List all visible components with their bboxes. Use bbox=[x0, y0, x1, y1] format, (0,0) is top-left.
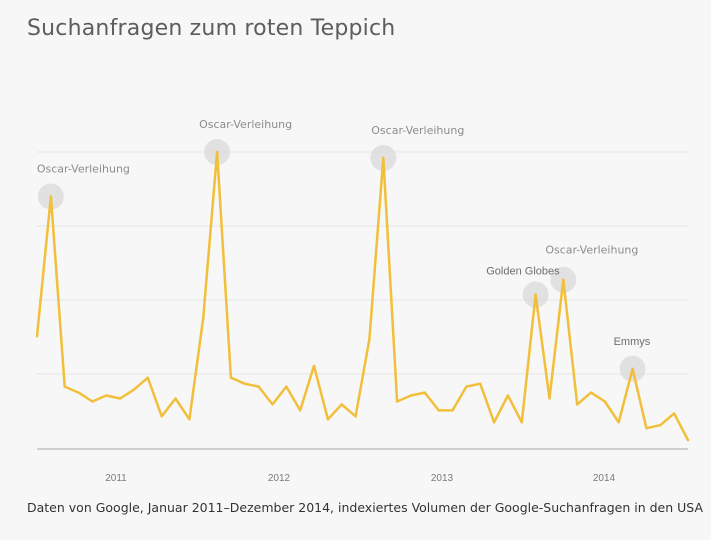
data-point bbox=[326, 418, 330, 421]
annotation-label: Emmys bbox=[614, 336, 651, 348]
data-point bbox=[312, 364, 316, 367]
data-point bbox=[91, 400, 94, 403]
data-point bbox=[202, 317, 205, 320]
data-point bbox=[257, 385, 260, 388]
data-point bbox=[465, 385, 468, 388]
data-point bbox=[215, 150, 219, 154]
x-tick-label: 2013 bbox=[431, 473, 454, 484]
annotation-label: Golden Globes bbox=[486, 266, 560, 278]
data-point bbox=[368, 337, 371, 341]
data-point bbox=[576, 403, 579, 406]
data-point bbox=[645, 427, 648, 430]
x-tick-labels: 2011 2012 2013 2014 bbox=[105, 473, 615, 484]
data-point bbox=[686, 438, 690, 442]
data-point bbox=[105, 394, 108, 397]
data-point bbox=[49, 195, 53, 198]
data-point bbox=[229, 376, 233, 379]
x-tick-label: 2014 bbox=[593, 473, 616, 484]
data-point bbox=[617, 421, 620, 424]
data-point bbox=[451, 409, 454, 412]
data-point bbox=[188, 418, 191, 421]
data-point bbox=[562, 278, 565, 281]
annotation-label: Oscar-Verleihung bbox=[199, 118, 292, 131]
data-point bbox=[603, 400, 607, 403]
data-point bbox=[437, 409, 440, 412]
data-point bbox=[63, 385, 66, 388]
data-point bbox=[174, 397, 177, 400]
data-point bbox=[479, 382, 482, 385]
data-point bbox=[506, 394, 510, 397]
annotation-label: Oscar-Verleihung bbox=[371, 124, 464, 137]
annotation-label: Oscar-Verleihung bbox=[37, 163, 130, 176]
data-point bbox=[146, 376, 149, 379]
chart-title: Suchanfragen zum roten Teppich bbox=[27, 16, 396, 41]
data-point bbox=[118, 397, 122, 400]
series-line bbox=[35, 150, 690, 442]
data-point bbox=[132, 388, 136, 391]
data-point bbox=[589, 391, 593, 394]
data-point bbox=[492, 421, 496, 424]
series-layer bbox=[35, 150, 690, 442]
data-point bbox=[382, 156, 385, 160]
chart-source-note: Daten von Google, Januar 2011–Dezember 2… bbox=[27, 500, 704, 515]
data-point bbox=[659, 424, 662, 427]
annotation-label: Oscar-Verleihung bbox=[545, 244, 638, 257]
data-point bbox=[271, 403, 274, 406]
data-point bbox=[548, 397, 551, 400]
data-point bbox=[631, 367, 634, 370]
x-tick-label: 2011 bbox=[105, 473, 127, 484]
data-point bbox=[534, 293, 537, 296]
data-point bbox=[340, 403, 343, 406]
data-point bbox=[77, 391, 80, 394]
data-point bbox=[672, 412, 676, 415]
x-tick-label: 2012 bbox=[268, 473, 291, 484]
data-point bbox=[243, 382, 246, 385]
data-point bbox=[354, 415, 357, 418]
data-point bbox=[520, 421, 523, 424]
annotation-labels: Oscar-Verleihung Oscar-Verleihung Oscar-Ve… bbox=[37, 118, 651, 348]
data-point bbox=[285, 385, 288, 388]
data-point bbox=[409, 394, 413, 397]
data-point bbox=[160, 415, 163, 418]
data-point bbox=[299, 409, 302, 412]
gridlines bbox=[37, 151, 688, 375]
data-point bbox=[35, 334, 39, 338]
data-point bbox=[423, 391, 426, 394]
data-point bbox=[395, 400, 399, 403]
